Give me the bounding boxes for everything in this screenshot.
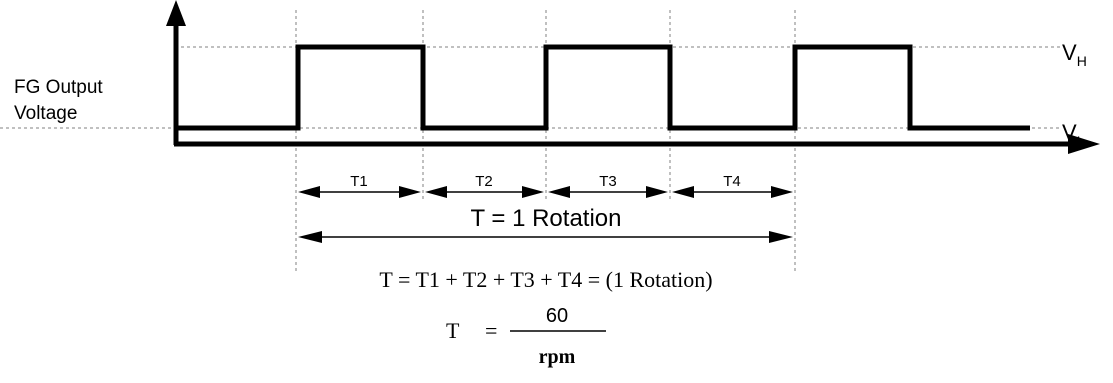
total-dimension: T = 1 Rotation [298, 205, 793, 243]
period-label-t4: T4 [723, 173, 741, 190]
period-arrowhead-right-t3 [646, 186, 668, 198]
period-dimensions: T1 T2 T3 T4 [298, 173, 793, 198]
period-arrowhead-left-t2 [425, 186, 447, 198]
period-label-t3: T3 [599, 173, 617, 190]
period-dimension-t4: T4 [672, 173, 793, 198]
v-high-symbol: V [1062, 40, 1077, 65]
period-arrowhead-left-t4 [672, 186, 694, 198]
y-axis-label-line2: Voltage [14, 103, 77, 124]
period-arrowhead-left-t1 [298, 186, 320, 198]
period-dimension-t1: T1 [298, 173, 421, 198]
period-label-t2: T2 [475, 173, 493, 190]
formula-lhs: T [446, 318, 460, 343]
v-low-label: VL [1062, 120, 1085, 149]
y-axis-label-line1: FG Output [14, 77, 103, 98]
sum-formula: T = T1 + T2 + T3 + T4 = (1 Rotation) [379, 267, 712, 292]
total-arrowhead-right [769, 231, 793, 243]
axes [166, 0, 1100, 154]
period-dimension-t2: T2 [425, 173, 544, 198]
period-arrowhead-right-t2 [522, 186, 544, 198]
x-axis-arrowhead [1068, 134, 1100, 154]
v-low-symbol: V [1062, 120, 1077, 145]
rpm-formula: T = 60 rpm [446, 305, 606, 368]
y-axis-arrowhead [166, 0, 186, 26]
v-high-subscript: H [1077, 53, 1087, 69]
v-high-label: VH [1062, 40, 1087, 69]
period-label-t1: T1 [350, 173, 368, 190]
formula-equals: = [485, 318, 497, 343]
formula-denominator: rpm [539, 346, 576, 368]
v-low-subscript: L [1077, 133, 1085, 149]
formula-numerator: 60 [546, 305, 568, 327]
period-arrowhead-right-t1 [399, 186, 421, 198]
period-arrowhead-right-t4 [771, 186, 793, 198]
total-rotation-label: T = 1 Rotation [471, 205, 622, 232]
period-arrowhead-left-t3 [548, 186, 570, 198]
period-dimension-t3: T3 [548, 173, 668, 198]
fg-square-wave [178, 44, 1030, 131]
total-arrowhead-left [298, 231, 322, 243]
